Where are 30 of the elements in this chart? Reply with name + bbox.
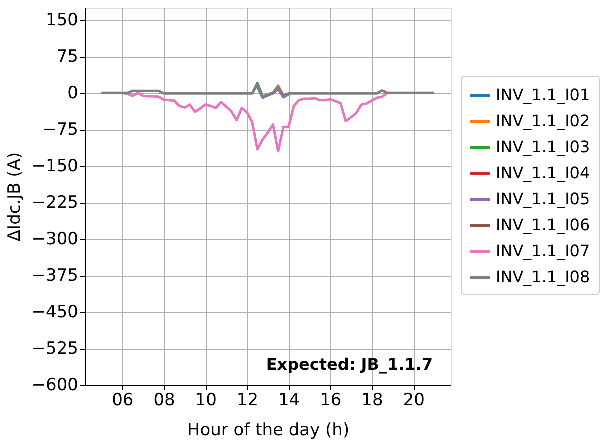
y-tick-label: −600 bbox=[32, 376, 78, 396]
x-tick-label: 06 bbox=[112, 390, 134, 410]
x-tick-label: 14 bbox=[278, 390, 300, 410]
legend-label: INV_1.1_I07 bbox=[496, 242, 590, 260]
y-axis-title: ΔIdc.JB (A) bbox=[4, 152, 25, 242]
x-axis-title: Hour of the day (h) bbox=[187, 420, 350, 440]
x-tick-label: 12 bbox=[236, 390, 259, 410]
y-tick-label: 75 bbox=[56, 47, 78, 68]
y-tick-label: −450 bbox=[32, 302, 78, 323]
legend-label: INV_1.1_I02 bbox=[496, 112, 590, 130]
legend-label: INV_1.1_I06 bbox=[496, 216, 590, 234]
y-tick-label: −150 bbox=[32, 156, 78, 177]
legend-label: INV_1.1_I01 bbox=[496, 86, 590, 104]
y-tick-label: −375 bbox=[32, 266, 78, 286]
y-tick-label: −300 bbox=[32, 230, 78, 250]
x-tick-label: 10 bbox=[195, 390, 217, 410]
legend-label: INV_1.1_I04 bbox=[496, 164, 590, 182]
legend-label: INV_1.1_I08 bbox=[496, 268, 590, 286]
x-tick-label: 16 bbox=[320, 390, 342, 410]
y-tick-label: 150 bbox=[46, 10, 78, 31]
y-tick-label: −225 bbox=[32, 193, 78, 214]
legend-label: INV_1.1_I05 bbox=[496, 190, 590, 208]
y-tick-label: 0 bbox=[68, 84, 78, 104]
y-tick-label: −525 bbox=[32, 339, 78, 360]
annotation: Expected: JB_1.1.7 bbox=[266, 355, 433, 374]
x-tick-label: 08 bbox=[154, 390, 176, 410]
x-tick-label: 18 bbox=[362, 390, 384, 410]
legend-label: INV_1.1_I03 bbox=[496, 138, 590, 156]
x-tick-label: 20 bbox=[403, 390, 425, 410]
y-tick-label: −75 bbox=[42, 120, 78, 140]
